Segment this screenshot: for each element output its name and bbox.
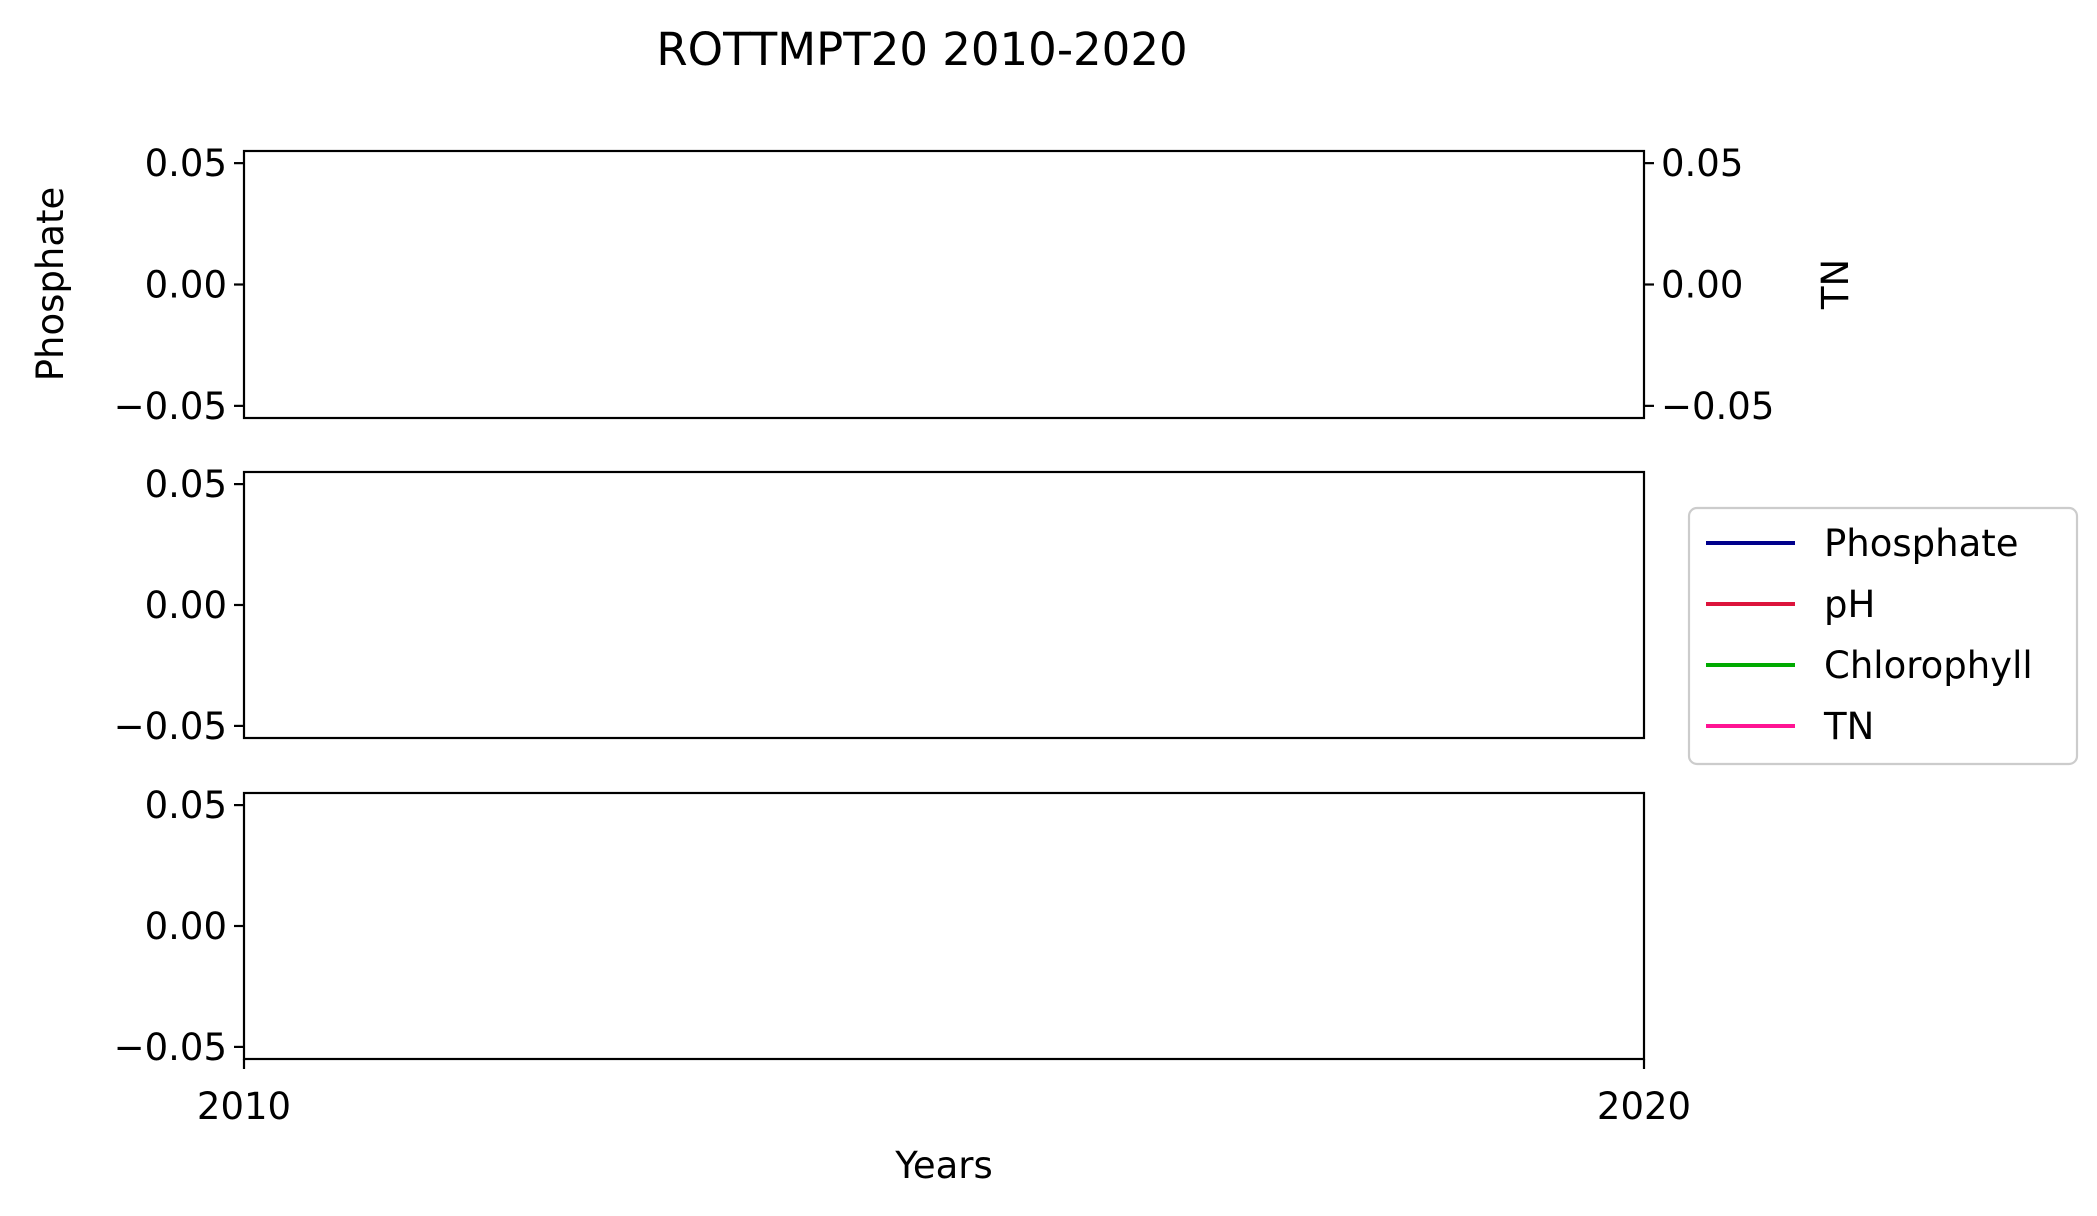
y-tick-label: 0.05 (145, 784, 227, 827)
y-tick-label: 0.05 (145, 142, 227, 185)
y-tick-label: 0.05 (145, 463, 227, 506)
twin-y-tick-label: 0.05 (1661, 142, 1743, 185)
chart-title: ROTTMPT20 2010-2020 (656, 23, 1187, 76)
legend-label: TN (1823, 705, 1874, 748)
legend-entry: Phosphate (1706, 522, 2019, 565)
legend-frame (1687, 506, 2079, 766)
x-tick-label: 2020 (1597, 1085, 1691, 1128)
panel-bottom: 0.05 0.00 −0.05 2010 2020 (114, 784, 1691, 1128)
panel-top-ticks: 0.05 0.00 −0.05 0.05 0.00 −0.05 (114, 142, 1775, 428)
y-tick-label: −0.05 (114, 385, 227, 428)
y-tick-label: 0.00 (145, 264, 227, 307)
legend-label: Chlorophyll (1824, 644, 2033, 687)
legend-entry: pH (1706, 583, 1875, 626)
y-tick-label: −0.05 (114, 1026, 227, 1069)
x-axis-label: Years (894, 1144, 993, 1187)
x-tick-label: 2010 (197, 1085, 291, 1128)
panel-middle-ticks: 0.05 0.00 −0.05 (114, 463, 244, 748)
legend-entry: TN (1706, 705, 1874, 748)
panel-top-ylabel: Phosphate (29, 187, 72, 382)
panel-bottom-ticks: 0.05 0.00 −0.05 (114, 784, 244, 1069)
legend: Phosphate pH Chlorophyll TN (1687, 506, 2079, 766)
legend-entries: Phosphate pH Chlorophyll TN (1706, 522, 2033, 748)
x-axis-ticks: 2010 2020 (197, 1059, 1691, 1128)
twin-y-tick-label: 0.00 (1661, 264, 1743, 307)
legend-label: pH (1824, 583, 1875, 626)
legend-entry: Chlorophyll (1706, 644, 2033, 687)
y-tick-label: 0.00 (145, 584, 227, 627)
panel-top-twin-ylabel: TN (1814, 259, 1857, 310)
legend-label: Phosphate (1824, 522, 2019, 565)
panel-middle: 0.05 0.00 −0.05 (114, 463, 1646, 748)
y-tick-label: 0.00 (145, 905, 227, 948)
y-tick-label: −0.05 (114, 705, 227, 748)
panel-top: Phosphate TN 0.05 0.00 −0.05 0.05 0.00 −0.05 (29, 142, 1857, 428)
twin-y-tick-label: −0.05 (1661, 385, 1774, 428)
